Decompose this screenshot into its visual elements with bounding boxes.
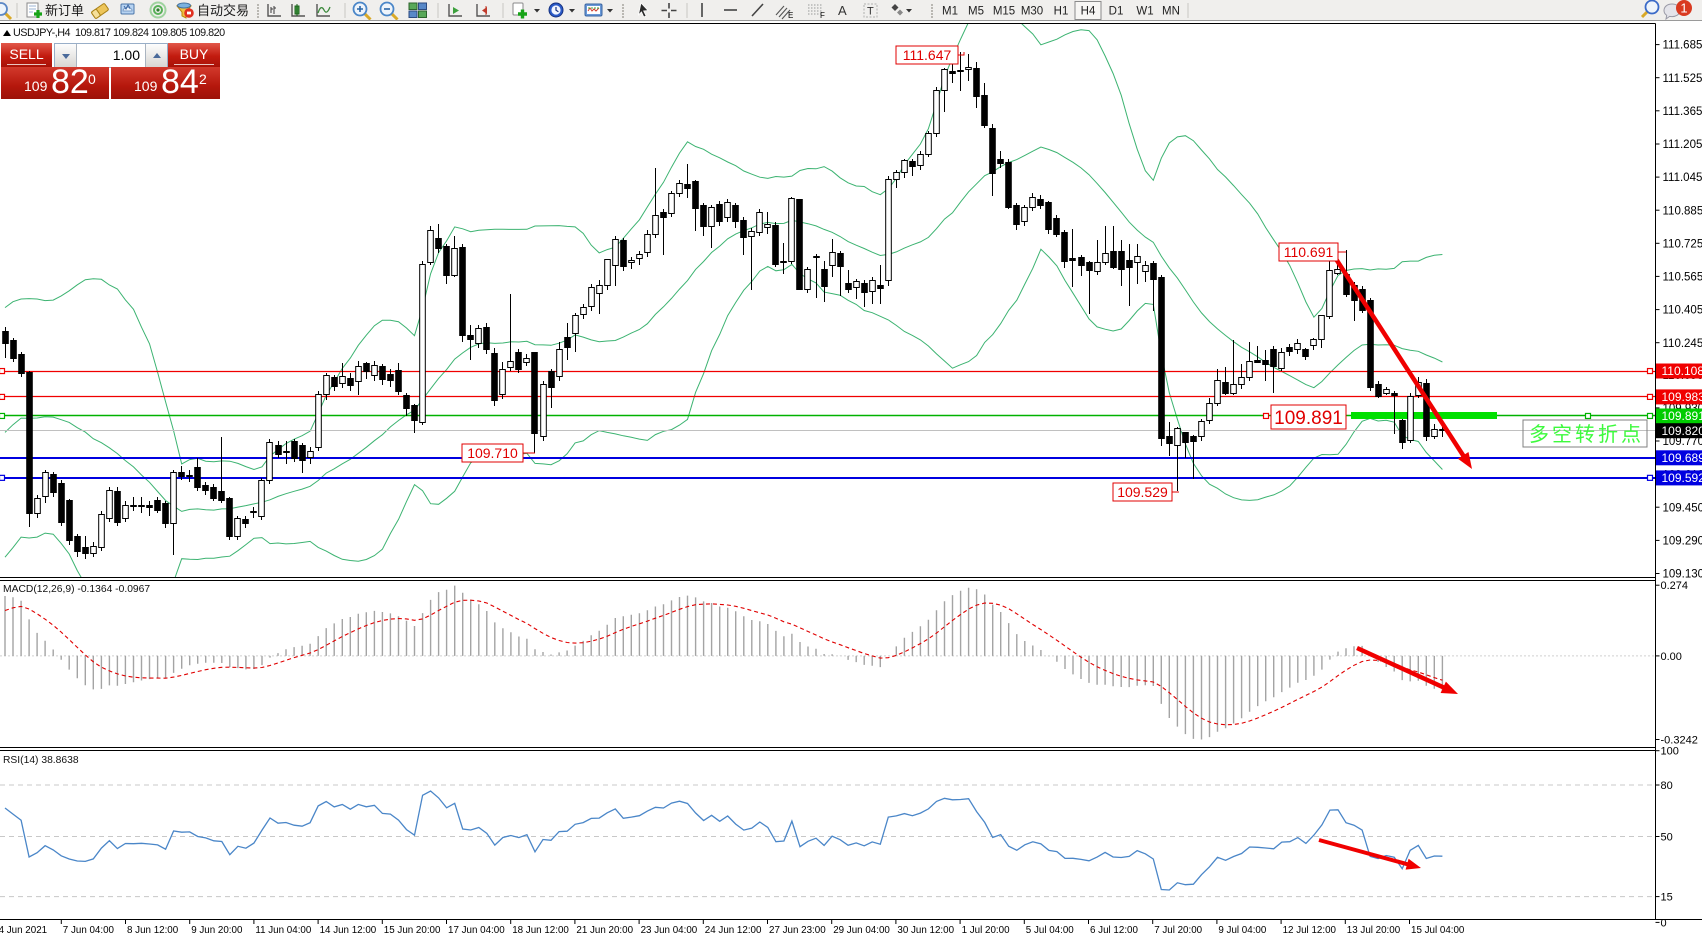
svg-text:18 Jun 12:00: 18 Jun 12:00 [512,925,569,936]
svg-text:110.691: 110.691 [1284,244,1334,260]
svg-text:30 Jun 12:00: 30 Jun 12:00 [897,925,954,936]
svg-text:11 Jun 04:00: 11 Jun 04:00 [255,925,311,936]
svg-text:M1: M1 [942,6,958,18]
svg-text:9 Jul 04:00: 9 Jul 04:00 [1218,925,1266,936]
svg-text:110.405: 110.405 [1663,305,1702,317]
svg-text:W1: W1 [1136,6,1153,18]
svg-text:多空转折点: 多空转折点 [1529,423,1641,446]
svg-text:M30: M30 [1021,6,1043,18]
svg-text:H4: H4 [1081,6,1096,18]
svg-text:8 Jun 12:00: 8 Jun 12:00 [127,925,179,936]
svg-text:109.130: 109.130 [1663,569,1702,581]
svg-text:4 Jun 2021: 4 Jun 2021 [0,925,47,936]
svg-text:109.529: 109.529 [1117,484,1168,500]
svg-text:T: T [867,6,874,18]
svg-text:RSI(14) 38.8638: RSI(14) 38.8638 [3,755,79,766]
svg-text:21 Jun 20:00: 21 Jun 20:00 [576,925,633,936]
svg-text:15: 15 [1661,892,1673,904]
svg-text:H1: H1 [1054,6,1069,18]
svg-text:7 Jun 04:00: 7 Jun 04:00 [63,925,115,936]
svg-text:110.565: 110.565 [1663,272,1702,284]
svg-text:109.689: 109.689 [1662,451,1702,465]
svg-text:1 Jul 20:00: 1 Jul 20:00 [962,925,1010,936]
svg-text:111.685: 111.685 [1663,40,1702,52]
svg-text:12 Jul 12:00: 12 Jul 12:00 [1283,925,1337,936]
svg-text:0: 0 [1661,917,1667,929]
svg-text:MACD(12,26,9) -0.1364 -0.0967: MACD(12,26,9) -0.1364 -0.0967 [3,584,150,595]
svg-text:M15: M15 [993,6,1015,18]
svg-text:109.891: 109.891 [1662,409,1702,423]
svg-text:15 Jun 20:00: 15 Jun 20:00 [384,925,441,936]
svg-text:109.891: 109.891 [1274,408,1343,429]
svg-text:110.245: 110.245 [1663,338,1702,350]
svg-text:13 Jul 20:00: 13 Jul 20:00 [1347,925,1401,936]
svg-text:23 Jun 04:00: 23 Jun 04:00 [641,925,698,936]
svg-text:29 Jun 04:00: 29 Jun 04:00 [833,925,890,936]
svg-text:111.365: 111.365 [1663,106,1702,118]
svg-text:110.108: 110.108 [1662,364,1702,378]
svg-text:F: F [820,11,825,20]
svg-text:110.725: 110.725 [1663,239,1702,251]
svg-text:109.450: 109.450 [1663,502,1702,514]
svg-text:50: 50 [1661,832,1673,844]
svg-text:E: E [788,11,793,20]
svg-text:7 Jul 20:00: 7 Jul 20:00 [1154,925,1202,936]
svg-text:109.592: 109.592 [1662,471,1702,485]
svg-text:109.710: 109.710 [467,445,518,461]
svg-text:自动交易: 自动交易 [197,3,249,18]
svg-text:111.525: 111.525 [1663,73,1702,85]
svg-text:0.00: 0.00 [1661,651,1682,663]
svg-text:24 Jun 12:00: 24 Jun 12:00 [705,925,762,936]
svg-text:111.045: 111.045 [1663,172,1702,184]
svg-text:D1: D1 [1109,6,1124,18]
svg-text:111.647: 111.647 [903,47,952,63]
svg-text:M5: M5 [968,6,984,18]
svg-text:15 Jul 04:00: 15 Jul 04:00 [1411,925,1465,936]
svg-text:14 Jun 12:00: 14 Jun 12:00 [320,925,377,936]
svg-text:17 Jun 04:00: 17 Jun 04:00 [448,925,505,936]
svg-text:-0.3242: -0.3242 [1661,735,1698,747]
svg-text:1: 1 [1680,1,1687,16]
svg-text:109.290: 109.290 [1663,536,1702,548]
svg-text:27 Jun 23:00: 27 Jun 23:00 [769,925,826,936]
svg-text:5 Jul 04:00: 5 Jul 04:00 [1026,925,1074,936]
svg-text:100: 100 [1661,746,1679,758]
svg-text:新订单: 新订单 [45,3,84,18]
svg-text:109.820: 109.820 [1662,424,1702,438]
svg-text:111.205: 111.205 [1663,139,1702,151]
svg-text:MN: MN [1162,6,1180,18]
svg-text:A: A [838,3,847,18]
svg-text:0.274: 0.274 [1661,580,1689,592]
svg-text:6 Jul 12:00: 6 Jul 12:00 [1090,925,1138,936]
svg-text:109.983: 109.983 [1662,390,1702,404]
svg-text:80: 80 [1661,780,1673,792]
svg-text:9 Jun 20:00: 9 Jun 20:00 [191,925,243,936]
svg-text:109.770: 109.770 [1663,436,1702,448]
svg-text:110.885: 110.885 [1663,205,1702,217]
